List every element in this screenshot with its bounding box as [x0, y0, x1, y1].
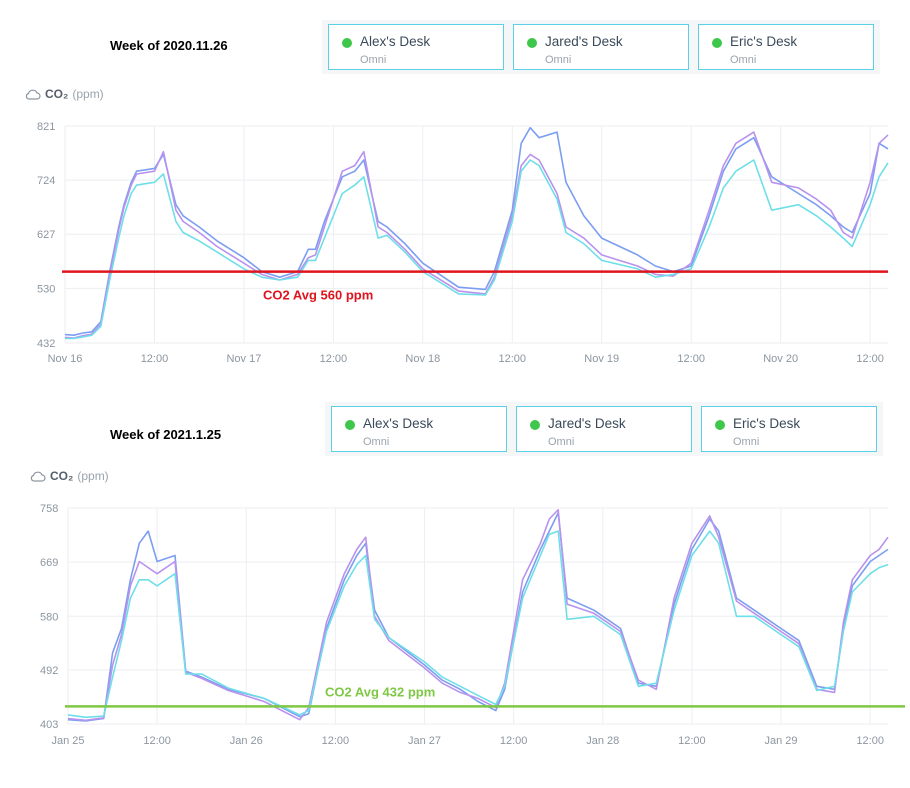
legend-item-subtitle: Omni: [363, 436, 390, 448]
unit-text: (ppm): [72, 87, 104, 101]
y-tick-label: 432: [37, 338, 55, 350]
y-tick-label: 403: [40, 719, 58, 731]
legend-item-eric[interactable]: Eric's Desk Omni: [698, 24, 874, 70]
series-line-3: [67, 530, 889, 719]
x-tick-label: Jan 25: [51, 735, 84, 747]
status-dot-icon: [530, 420, 540, 430]
x-tick-label: Jan 26: [230, 735, 263, 747]
x-tick-label: Jan 27: [408, 735, 441, 747]
week-panel-1: Week of 2020.11.26 Alex's Desk Omni Jare…: [0, 0, 910, 380]
y-tick-label: 492: [40, 665, 58, 677]
unit-label: CO₂ (ppm): [25, 87, 104, 101]
week-title: Week of 2020.11.26: [110, 38, 228, 53]
legend-item-eric[interactable]: Eric's Desk Omni: [701, 406, 877, 452]
y-tick-label: 669: [40, 557, 58, 569]
legend-item-subtitle: Omni: [545, 54, 572, 66]
legend-item-subtitle: Omni: [733, 436, 760, 448]
legend-item-label: Eric's Desk: [733, 416, 801, 431]
x-tick-label: Nov 16: [48, 353, 83, 365]
average-label: CO2 Avg 560 ppm: [263, 288, 373, 303]
x-tick-label: Nov 18: [405, 353, 440, 365]
x-tick-label: 12:00: [500, 735, 528, 747]
legend-item-subtitle: Omni: [360, 54, 387, 66]
x-tick-label: 12:00: [143, 735, 171, 747]
series-line-3: [65, 159, 889, 340]
legend-item-label: Alex's Desk: [363, 416, 434, 431]
legend: Alex's Desk Omni Jared's Desk Omni Eric'…: [325, 402, 883, 456]
status-dot-icon: [712, 38, 722, 48]
legend-item-alex[interactable]: Alex's Desk Omni: [328, 24, 504, 70]
y-tick-label: 530: [37, 283, 55, 295]
y-tick-label: 627: [37, 229, 55, 241]
x-tick-label: 12:00: [677, 353, 705, 365]
series-line-1: [64, 126, 889, 336]
legend-item-label: Jared's Desk: [548, 416, 626, 431]
x-tick-label: Jan 28: [586, 735, 619, 747]
unit-label: CO₂ (ppm): [30, 469, 109, 483]
x-tick-label: 12:00: [141, 353, 169, 365]
week-panel-2: Week of 2021.1.25 Alex's Desk Omni Jared…: [0, 382, 910, 782]
co2-line-chart: 432 530 627 724 821 Nov 16 12:00 Nov 17 12:00 Nov…: [37, 121, 889, 365]
x-tick-label: 12:00: [320, 353, 348, 365]
x-tick-label: Nov 19: [584, 353, 619, 365]
cloud-icon: [30, 471, 46, 482]
legend-item-subtitle: Omni: [548, 436, 575, 448]
average-label: CO2 Avg 432 ppm: [325, 684, 435, 699]
x-tick-label: Nov 17: [226, 353, 261, 365]
cloud-icon: [25, 89, 41, 100]
legend-item-jared[interactable]: Jared's Desk Omni: [516, 406, 692, 452]
legend-item-label: Alex's Desk: [360, 34, 431, 49]
x-tick-label: 12:00: [856, 353, 884, 365]
x-tick-label: 12:00: [322, 735, 350, 747]
week-title: Week of 2021.1.25: [110, 427, 222, 442]
unit-name: CO₂: [50, 469, 74, 483]
y-tick-label: 724: [37, 175, 55, 187]
legend-item-label: Eric's Desk: [730, 34, 798, 49]
y-tick-label: 821: [37, 121, 55, 133]
legend: Alex's Desk Omni Jared's Desk Omni Eric'…: [322, 20, 880, 74]
x-tick-label: 12:00: [499, 353, 527, 365]
y-tick-label: 580: [40, 611, 58, 623]
status-dot-icon: [527, 38, 537, 48]
series-line-2: [64, 131, 889, 339]
series-line-1: [67, 512, 889, 722]
unit-name: CO₂: [45, 87, 69, 101]
y-tick-label: 758: [40, 503, 58, 515]
legend-item-label: Jared's Desk: [545, 34, 623, 49]
co2-line-chart: 403 492 580 669 758 Jan 25 12:00 Jan 26 12:00 Jan…: [40, 503, 905, 747]
status-dot-icon: [715, 420, 725, 430]
status-dot-icon: [342, 38, 352, 48]
series-line-2: [67, 509, 889, 722]
x-tick-label: Jan 29: [765, 735, 798, 747]
legend-item-subtitle: Omni: [730, 54, 757, 66]
x-tick-label: Nov 20: [763, 353, 798, 365]
legend-item-jared[interactable]: Jared's Desk Omni: [513, 24, 689, 70]
legend-item-alex[interactable]: Alex's Desk Omni: [331, 406, 507, 452]
x-tick-label: 12:00: [856, 735, 884, 747]
unit-text: (ppm): [77, 469, 109, 483]
status-dot-icon: [345, 420, 355, 430]
x-tick-label: 12:00: [678, 735, 706, 747]
